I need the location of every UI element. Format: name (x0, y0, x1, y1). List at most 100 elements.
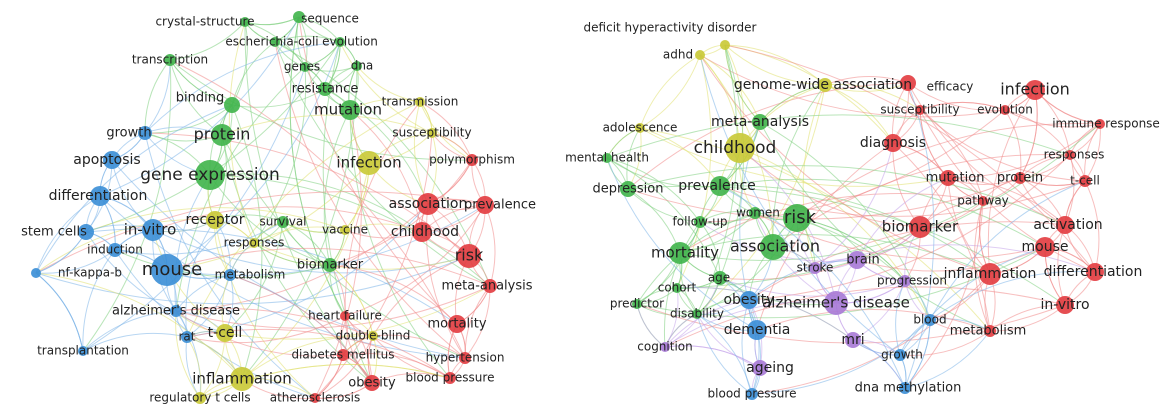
edge (82, 66, 306, 352)
edge (699, 54, 1006, 118)
edge (199, 363, 451, 399)
node (752, 360, 768, 376)
node-label: susceptibility (392, 126, 471, 140)
node-label: polymorphism (429, 153, 515, 167)
edge (606, 157, 721, 279)
node (293, 11, 305, 23)
node (300, 62, 310, 72)
edge (344, 204, 486, 317)
node-label: cognition (637, 340, 692, 354)
node (78, 346, 88, 356)
node-label: obesity (723, 292, 774, 308)
node (740, 291, 758, 309)
edge (144, 59, 171, 134)
edge (169, 21, 246, 61)
node-label: inflammation (192, 370, 291, 388)
node (1056, 216, 1074, 234)
node (1014, 172, 1026, 184)
edge (724, 44, 1096, 273)
edge (639, 54, 701, 129)
edge (724, 44, 826, 86)
node-label: mri (841, 332, 864, 348)
edge (114, 249, 331, 279)
edge (221, 114, 433, 136)
node (194, 392, 206, 404)
node-label: prevalence (464, 198, 536, 213)
edge (664, 299, 750, 348)
node-label: atherosclerosis (270, 391, 360, 405)
edge (696, 217, 798, 315)
node-label: childhood (391, 224, 459, 240)
node-label: rat (179, 330, 196, 344)
node (1056, 296, 1074, 314)
node (694, 216, 706, 228)
node-label: mutation (314, 101, 382, 119)
node (277, 216, 289, 228)
edge (314, 132, 433, 399)
edge (253, 242, 470, 270)
node-label: differentiation (49, 188, 148, 204)
node (138, 126, 152, 140)
node-label: cohort (658, 281, 697, 295)
node-label: growth (106, 126, 151, 141)
node (357, 151, 381, 175)
edge (748, 299, 760, 395)
node (211, 124, 233, 146)
edge (947, 177, 1066, 226)
edge (372, 335, 451, 379)
edge (756, 309, 991, 332)
node-label: stroke (797, 261, 834, 275)
edge (929, 180, 1086, 321)
edge (627, 82, 909, 190)
node-label: biomarker (882, 218, 959, 236)
edge (99, 195, 466, 359)
edge (724, 44, 826, 86)
node-label: childhood (694, 138, 777, 158)
node-label: evolution (977, 103, 1033, 117)
node-label: blood pressure (406, 371, 495, 385)
edge (664, 287, 679, 348)
edge (754, 212, 837, 304)
node (884, 134, 902, 152)
node (337, 349, 349, 361)
node (368, 331, 378, 341)
node (444, 372, 456, 384)
edge (824, 76, 909, 86)
node-label: induction (87, 243, 143, 257)
node-label: infection (1000, 80, 1070, 99)
node-label: sequence (301, 12, 359, 26)
node-label: blood (913, 313, 946, 327)
node-label: survival (259, 215, 306, 229)
node-label: binding (176, 91, 224, 106)
edge (241, 335, 374, 380)
node (824, 291, 848, 315)
node-label: in-vitro (1040, 297, 1089, 313)
node-label: infection (336, 154, 401, 172)
edge (856, 177, 949, 261)
edge (719, 185, 991, 275)
edge (185, 219, 216, 338)
edge (169, 59, 466, 359)
node (909, 216, 931, 238)
node (31, 268, 41, 278)
edge (748, 154, 1071, 301)
edge (676, 287, 854, 341)
node (635, 123, 645, 133)
edge (696, 84, 826, 315)
edge (186, 274, 231, 338)
edge (214, 219, 316, 399)
node-label: responses (224, 236, 285, 250)
node-label: dna (351, 59, 374, 73)
edge (349, 109, 451, 379)
node-label: stem cells (21, 225, 87, 240)
node (924, 314, 936, 326)
edge (664, 345, 761, 369)
edge (676, 54, 712, 289)
node (760, 234, 786, 260)
node (1086, 263, 1104, 281)
edge (741, 299, 753, 395)
node (151, 254, 183, 286)
edge (1004, 109, 1101, 128)
node (660, 342, 670, 352)
node-label: adhd (663, 48, 693, 62)
